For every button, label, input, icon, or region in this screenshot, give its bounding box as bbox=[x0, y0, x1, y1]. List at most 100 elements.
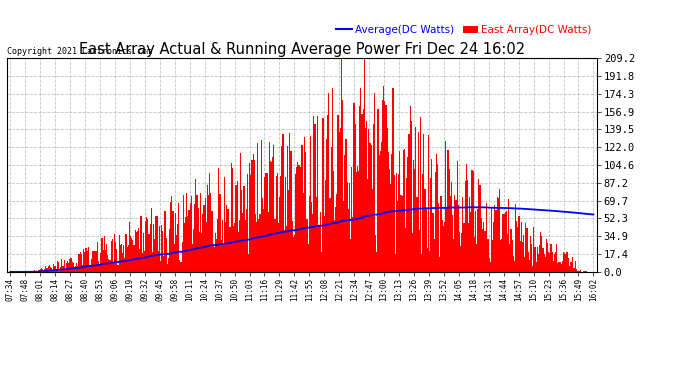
Bar bbox=[530, 236, 531, 272]
Bar bbox=[128, 244, 129, 272]
Bar bbox=[457, 206, 459, 272]
Bar bbox=[81, 254, 82, 272]
Bar bbox=[66, 263, 67, 272]
Bar bbox=[466, 164, 467, 272]
Bar bbox=[554, 254, 555, 272]
Bar bbox=[318, 225, 319, 272]
Bar bbox=[561, 264, 562, 272]
Bar bbox=[571, 262, 572, 272]
Bar bbox=[130, 236, 131, 272]
Bar bbox=[560, 262, 561, 272]
Bar bbox=[170, 202, 171, 272]
Bar bbox=[377, 110, 379, 272]
Bar bbox=[429, 251, 430, 272]
Bar bbox=[353, 104, 355, 272]
Bar bbox=[564, 253, 565, 272]
Bar bbox=[275, 176, 277, 272]
Bar bbox=[169, 230, 170, 272]
Bar bbox=[324, 216, 325, 272]
Bar bbox=[489, 258, 490, 272]
Bar bbox=[524, 257, 525, 272]
Bar bbox=[188, 210, 190, 272]
Bar bbox=[420, 117, 421, 272]
Bar bbox=[329, 198, 331, 272]
Bar bbox=[202, 214, 204, 272]
Bar bbox=[541, 236, 542, 272]
Bar bbox=[126, 248, 128, 272]
Bar bbox=[322, 118, 324, 272]
Bar bbox=[250, 175, 251, 272]
Bar bbox=[336, 194, 337, 272]
Bar bbox=[97, 242, 98, 272]
Bar bbox=[193, 230, 194, 272]
Bar bbox=[145, 221, 146, 272]
Bar bbox=[194, 204, 195, 272]
Bar bbox=[121, 244, 122, 272]
Bar bbox=[562, 261, 563, 272]
Bar bbox=[98, 261, 99, 272]
Bar bbox=[341, 58, 342, 272]
Bar bbox=[390, 184, 391, 272]
Bar bbox=[143, 233, 144, 272]
Bar bbox=[214, 248, 215, 272]
Bar bbox=[464, 181, 466, 272]
Bar bbox=[190, 196, 192, 272]
Bar bbox=[504, 212, 506, 272]
Bar bbox=[79, 252, 81, 272]
Bar bbox=[325, 180, 326, 272]
Bar bbox=[310, 136, 311, 272]
Bar bbox=[254, 159, 255, 272]
Bar bbox=[350, 239, 351, 272]
Bar bbox=[396, 172, 397, 272]
Bar bbox=[224, 177, 225, 272]
Bar bbox=[556, 244, 558, 272]
Bar bbox=[308, 196, 310, 272]
Bar bbox=[379, 155, 380, 272]
Bar bbox=[477, 209, 478, 272]
Bar bbox=[181, 242, 183, 272]
Bar bbox=[147, 219, 148, 272]
Bar bbox=[139, 249, 140, 272]
Bar bbox=[520, 241, 521, 272]
Bar bbox=[344, 155, 346, 272]
Bar bbox=[374, 93, 375, 272]
Bar bbox=[278, 223, 279, 272]
Bar bbox=[516, 221, 518, 272]
Bar bbox=[135, 230, 136, 272]
Bar bbox=[436, 154, 437, 272]
Bar bbox=[161, 225, 162, 272]
Bar bbox=[210, 193, 211, 272]
Bar bbox=[106, 244, 107, 272]
Bar bbox=[406, 178, 407, 272]
Bar bbox=[388, 152, 389, 272]
Bar bbox=[74, 267, 75, 272]
Bar bbox=[239, 220, 240, 272]
Bar bbox=[447, 150, 448, 272]
Bar bbox=[455, 200, 457, 272]
Bar bbox=[201, 232, 202, 272]
Bar bbox=[533, 227, 535, 272]
Bar bbox=[89, 266, 90, 272]
Bar bbox=[327, 115, 328, 272]
Bar bbox=[551, 252, 553, 272]
Bar bbox=[103, 251, 104, 272]
Bar bbox=[428, 135, 429, 272]
Bar bbox=[282, 134, 284, 272]
Bar bbox=[351, 167, 353, 272]
Bar bbox=[435, 172, 436, 272]
Bar bbox=[148, 234, 150, 272]
Bar bbox=[154, 239, 155, 272]
Bar bbox=[51, 268, 52, 272]
Bar bbox=[253, 153, 254, 272]
Bar bbox=[461, 233, 462, 272]
Bar bbox=[286, 226, 287, 272]
Bar bbox=[288, 190, 289, 272]
Bar bbox=[515, 204, 516, 272]
Bar bbox=[333, 171, 334, 272]
Bar bbox=[58, 262, 59, 272]
Bar bbox=[335, 207, 336, 272]
Bar bbox=[453, 239, 454, 272]
Bar bbox=[475, 211, 476, 272]
Bar bbox=[580, 270, 582, 272]
Bar bbox=[238, 232, 239, 272]
